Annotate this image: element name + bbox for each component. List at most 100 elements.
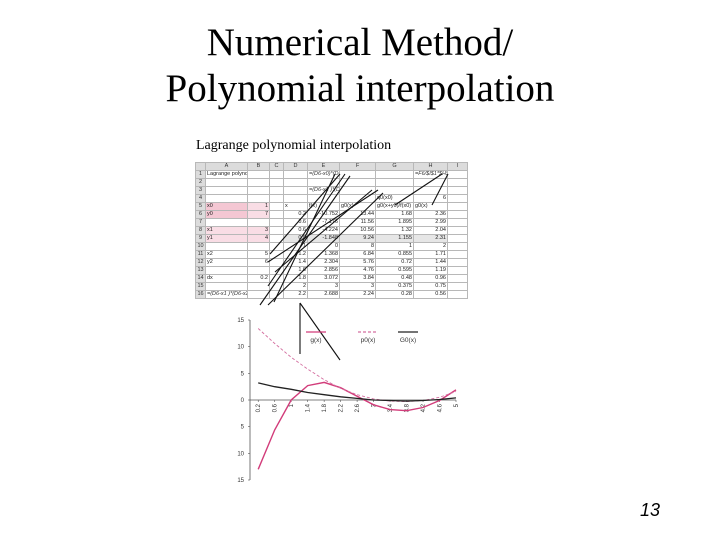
column-header: E	[307, 162, 340, 171]
sheet-cell: 0.8	[283, 234, 308, 243]
sheet-cell	[269, 266, 284, 275]
sheet-cell: 1.44	[413, 258, 448, 267]
sheet-cell	[269, 258, 284, 267]
sheet-cell: 0.595	[375, 266, 414, 275]
x-tick-label: 4.6	[438, 403, 444, 412]
sheet-row: 11 x2 5 1.2 1.368 6.84 0.855 1.71	[195, 250, 468, 259]
sheet-cell: 1	[375, 242, 414, 251]
sheet-cell: -7.176	[307, 218, 340, 227]
sheet-row: 8 x1 3 0.6 -4.224 10.56 1.32 2.04	[195, 226, 468, 235]
sheet-cell	[205, 266, 248, 275]
series-line-g0x	[258, 382, 457, 402]
sheet-row: 13 1.6 2.856 4.76 0.595 1.19	[195, 266, 468, 275]
column-header: D	[283, 162, 308, 171]
sheet-cell	[447, 258, 468, 267]
sheet-cell: 1.6	[283, 266, 308, 275]
sheet-cell: 0.855	[375, 250, 414, 259]
column-header	[195, 162, 206, 171]
sheet-cell	[247, 186, 270, 195]
sheet-cell: 0.28	[375, 290, 414, 299]
sheet-cell	[339, 186, 376, 195]
sheet-row: 12 y2 6 1.4 2.304 5.76 0.72 1.44	[195, 258, 468, 267]
slide-number: 13	[640, 500, 661, 520]
sheet-cell	[447, 282, 468, 291]
sheet-cell: 0.72	[375, 258, 414, 267]
sheet-cell	[447, 186, 468, 195]
column-header: I	[447, 162, 468, 171]
sheet-cell: -1.848	[307, 234, 340, 243]
sheet-cell: 2	[283, 282, 308, 291]
sheet-cell	[205, 218, 248, 227]
sheet-row: 6 y0 7 0.2 -10.752 13.44 1.68 2.36	[195, 210, 468, 219]
sheet-cell	[205, 178, 248, 187]
sheet-cell	[205, 186, 248, 195]
sheet-cell	[269, 186, 284, 195]
sheet-cell	[269, 282, 284, 291]
sheet-cell: 0.56	[413, 290, 448, 299]
sheet-cell: 1.19	[413, 266, 448, 275]
legend-label: g(x)	[310, 337, 321, 344]
sheet-cell: 1.71	[413, 250, 448, 259]
sheet-cell: 0.2	[247, 274, 270, 283]
sheet-cell: 0.96	[413, 274, 448, 283]
row-header: 6	[195, 210, 206, 219]
row-header: 10	[195, 242, 206, 251]
sheet-cell	[269, 202, 284, 211]
sheet-cell: =(D6-x1 )*(D6-x2 )/$H$3	[205, 290, 248, 299]
sheet-cell	[247, 194, 270, 203]
sheet-cell: 2.688	[307, 290, 340, 299]
row-header: 11	[195, 250, 206, 259]
sheet-cell: 0.2	[283, 210, 308, 219]
sheet-cell	[247, 170, 270, 179]
sheet-cell	[447, 202, 468, 211]
sheet-cell: 1.895	[375, 218, 414, 227]
sheet-cell	[269, 250, 284, 259]
sheet-cell: 0	[307, 242, 340, 251]
y-tick-label: 5	[241, 371, 245, 377]
sheet-cell	[283, 170, 308, 179]
row-header: 3	[195, 186, 206, 195]
sheet-cell: 1.2	[283, 250, 308, 259]
sheet-cell	[205, 194, 248, 203]
sheet-cell: 2.2	[283, 290, 308, 299]
row-header: 8	[195, 226, 206, 235]
sheet-cell: 3	[307, 282, 340, 291]
x-tick-label: 1	[289, 403, 295, 407]
sheet-cell: 9.24	[339, 234, 376, 243]
sheet-cell	[447, 210, 468, 219]
sheet-cell: 0.48	[375, 274, 414, 283]
sheet-cell: 0.6	[283, 218, 308, 227]
sheet-cell	[307, 194, 340, 203]
sheet-cell: 6	[413, 194, 448, 203]
sheet-cell: 2.304	[307, 258, 340, 267]
row-header: 9	[195, 234, 206, 243]
sheet-cell	[247, 242, 270, 251]
y-tick-label: 10	[237, 345, 244, 351]
sheet-cell: 2.36	[413, 210, 448, 219]
x-tick-label: 0.2	[256, 403, 262, 412]
sheet-cell: 6	[247, 258, 270, 267]
row-header: 13	[195, 266, 206, 275]
sheet-cell: g0(x)	[413, 202, 448, 211]
y-tick-label: 0	[241, 398, 245, 404]
sheet-row: 3 =(D6-x1 )*(D6-x2 )	[195, 186, 468, 195]
sheet-cell: 1.8	[283, 274, 308, 283]
sheet-cell	[339, 194, 376, 203]
series-line-gx	[257, 381, 457, 470]
sheet-cell: 13.44	[339, 210, 376, 219]
sheet-cell: 1.68	[375, 210, 414, 219]
sheet-cell	[247, 290, 270, 299]
sheet-cell	[447, 274, 468, 283]
x-tick-label: 5	[454, 403, 460, 407]
sheet-cell: 1.32	[375, 226, 414, 235]
sheet-cell: 6.84	[339, 250, 376, 259]
legend-label: p0(x)	[361, 337, 376, 344]
column-header: A	[205, 162, 248, 171]
sheet-cell: 1.368	[307, 250, 340, 259]
sheet-cell	[447, 242, 468, 251]
sheet-cell: 5.76	[339, 258, 376, 267]
sheet-cell: 10.56	[339, 226, 376, 235]
